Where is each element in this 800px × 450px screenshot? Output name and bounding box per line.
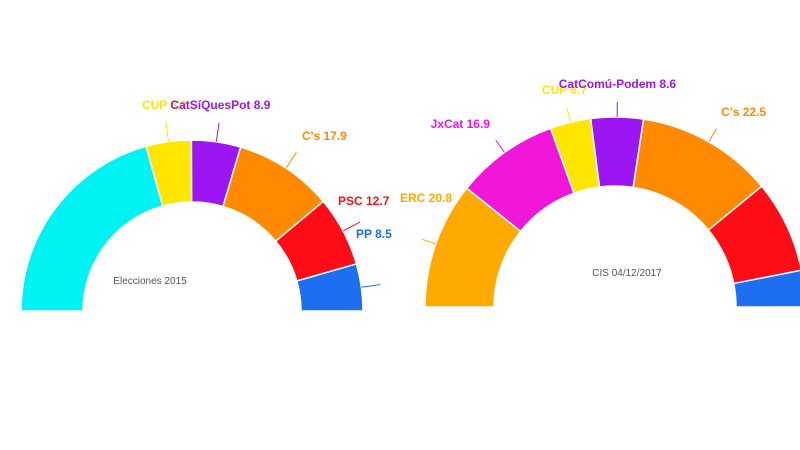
slice-pp [732, 269, 800, 308]
leader-line-jxcat [495, 139, 505, 153]
leader-line-catsiquespot [215, 122, 220, 142]
leader-line-c-s [285, 152, 297, 169]
slice-psc [707, 185, 800, 285]
chart-center-label: Elecciones 2015 [113, 276, 187, 287]
data-label-catsiquespot: CatSíQuesPot 8.9 [170, 98, 270, 112]
data-label-catcomu-podem: CatComú-Podem 8.6 [559, 77, 677, 91]
data-label-c-s: C's 17.9 [302, 129, 347, 143]
data-label-cup: CUP 6.7 [542, 83, 587, 97]
leader-line-cup [165, 122, 170, 142]
data-label-jxcat: JxCat 16.9 [431, 117, 491, 131]
chart-center-label: CIS 04/12/2017 [592, 268, 662, 279]
data-label-cup: CUP 8.2 [142, 98, 187, 112]
data-label-erc: ERC 20.8 [400, 191, 452, 205]
leader-line-pp [361, 284, 381, 288]
leader-line-erc [421, 238, 436, 245]
slice-pp [295, 263, 364, 312]
data-label-psc: PSC 12.7 [338, 194, 390, 208]
leader-line-cup [566, 107, 571, 123]
data-label-c-s: C's 22.5 [721, 105, 766, 119]
data-label-pp: PP 8.5 [356, 227, 392, 241]
leader-line-c-s [708, 128, 717, 143]
leader-line-psc [342, 221, 361, 232]
